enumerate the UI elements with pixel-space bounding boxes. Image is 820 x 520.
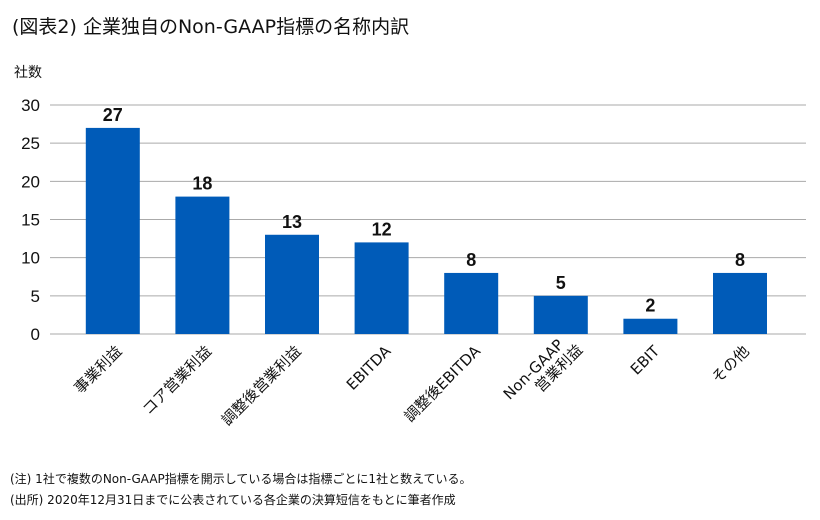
x-tick-label: 調整後営業利益 — [218, 342, 305, 429]
bar — [175, 196, 230, 334]
x-tick-label: コア営業利益 — [139, 342, 215, 418]
data-label: 12 — [372, 219, 392, 239]
y-tick-label: 10 — [21, 249, 40, 268]
data-label: 5 — [556, 273, 566, 293]
bar — [533, 295, 588, 334]
y-tick-label: 15 — [21, 211, 40, 230]
x-tick-label: 事業利益 — [70, 342, 125, 397]
data-label: 27 — [103, 105, 123, 125]
data-label: 13 — [282, 212, 302, 232]
bar — [85, 127, 140, 335]
footnote: (注) 1社で複数のNon-GAAP指標を開示している場合は指標ごとに1社と数え… — [10, 472, 472, 486]
y-tick-label: 20 — [21, 172, 40, 191]
data-label: 18 — [192, 174, 212, 194]
bar — [713, 272, 767, 334]
chart-title: (図表2) 企業独自のNon-GAAP指標の名称内訳 — [12, 16, 410, 38]
bar — [623, 318, 678, 334]
bar — [354, 242, 409, 334]
bar — [265, 234, 319, 334]
data-label: 8 — [735, 250, 745, 270]
x-tick-label: EBITDA — [343, 342, 395, 394]
x-tick-label: EBIT — [627, 342, 664, 379]
source-note: (出所) 2020年12月31日までに公表されている各企業の決算短信をもとに筆者… — [10, 493, 456, 507]
y-tick-label: 25 — [21, 134, 40, 153]
data-label: 2 — [645, 296, 655, 316]
bar — [444, 272, 499, 334]
y-tick-label: 30 — [21, 96, 40, 115]
x-tick-label: 調整後EBITDA — [401, 342, 485, 426]
y-tick-label: 5 — [31, 287, 40, 306]
y-axis-label: 社数 — [14, 65, 42, 81]
x-tick-label: その他 — [708, 342, 753, 387]
x-tick-label: Non-GAAP営業利益 — [500, 329, 587, 416]
data-label: 8 — [466, 250, 476, 270]
y-tick-label: 0 — [31, 325, 40, 344]
